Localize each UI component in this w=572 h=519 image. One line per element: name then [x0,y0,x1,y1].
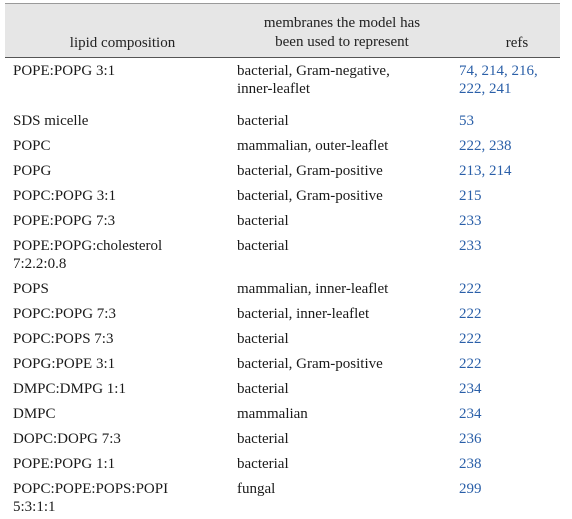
refs-link[interactable]: 233 [459,213,482,229]
membranes-cell: bacterial [237,431,289,447]
table-body: POPE:POPG 3:1 bacterial, Gram-negative, i… [0,60,572,518]
lipid-composition-cell: POPE:POPG 3:1 [13,63,116,79]
lipid-composition-cell: POPE:POPG:cholesterol 7:2.2:0.8 [13,238,163,272]
membranes-cell: bacterial [237,331,289,347]
membranes-cell: bacterial [237,213,289,229]
table-row: DMPC mammalian 234 [0,403,572,428]
refs-link[interactable]: 222 [459,331,482,347]
membranes-cell: fungal [237,481,276,497]
lipid-composition-cell: POPC:POPG 3:1 [13,188,116,204]
refs-link[interactable]: 233 [459,238,482,254]
table-row: POPC:POPE:POPS:POPI 5:3:1:1 fungal 299 [0,478,572,518]
refs-link[interactable]: 222 [459,356,482,372]
refs-link[interactable]: 238 [459,456,482,472]
lipid-composition-cell: POPG [13,163,52,179]
refs-link[interactable]: 222 [459,281,482,297]
table-row: DMPC:DMPG 1:1 bacterial 234 [0,378,572,403]
header-membranes: membranes the model has been used to rep… [263,15,421,50]
table-row: POPE:POPG:cholesterol 7:2.2:0.8 bacterial… [0,235,572,278]
refs-link[interactable]: 222, 238 [459,138,512,154]
refs-link[interactable]: 234 [459,406,482,422]
header-refs: refs [505,35,529,51]
header-divider [5,57,560,58]
table-row: POPE:POPG 7:3 bacterial 233 [0,210,572,235]
membranes-cell: bacterial [237,113,289,129]
table-row: POPE:POPG 3:1 bacterial, Gram-negative, i… [0,60,572,110]
lipid-composition-cell: POPE:POPG 7:3 [13,213,116,229]
membranes-cell: bacterial [237,456,289,472]
refs-link[interactable]: 299 [459,481,482,497]
table-row: POPC:POPG 7:3 bacterial, inner-leaflet 222 [0,303,572,328]
table-row: SDS micelle bacterial 53 [0,110,572,135]
lipid-composition-cell: POPS [13,281,49,297]
refs-link[interactable]: 74, 214, 216, 222, 241 [459,63,538,97]
refs-link[interactable]: 222 [459,306,482,322]
refs-link[interactable]: 215 [459,188,482,204]
membranes-cell: bacterial [237,238,289,254]
refs-link[interactable]: 234 [459,381,482,397]
membranes-cell: mammalian, inner-leaflet [237,281,389,297]
membranes-cell: bacterial, Gram-positive [237,356,383,372]
lipid-composition-cell: POPE:POPG 1:1 [13,456,116,472]
table-row: DOPC:DOPG 7:3 bacterial 236 [0,428,572,453]
lipid-composition-cell: SDS micelle [13,113,89,129]
membranes-cell: mammalian [237,406,308,422]
lipid-composition-cell: DMPC:DMPG 1:1 [13,381,126,397]
lipid-composition-cell: DOPC:DOPG 7:3 [13,431,121,447]
table-row: POPC:POPG 3:1 bacterial, Gram-positive 215 [0,185,572,210]
table-row: POPG:POPE 3:1 bacterial, Gram-positive 222 [0,353,572,378]
table-row: POPS mammalian, inner-leaflet 222 [0,278,572,303]
table-header: lipid composition membranes the model ha… [5,3,560,58]
header-lipid-composition: lipid composition [69,35,176,51]
lipid-composition-cell: POPC:POPG 7:3 [13,306,116,322]
lipid-composition-cell: DMPC [13,406,56,422]
table-row: POPG bacterial, Gram-positive 213, 214 [0,160,572,185]
membranes-cell: bacterial [237,381,289,397]
table-row: POPC:POPS 7:3 bacterial 222 [0,328,572,353]
refs-link[interactable]: 236 [459,431,482,447]
refs-link[interactable]: 53 [459,113,474,129]
membranes-cell: bacterial, Gram-positive [237,188,383,204]
lipid-composition-cell: POPG:POPE 3:1 [13,356,116,372]
lipid-composition-cell: POPC [13,138,51,154]
table-row: POPE:POPG 1:1 bacterial 238 [0,453,572,478]
lipid-composition-cell: POPC:POPS 7:3 [13,331,114,347]
membranes-cell: bacterial, Gram-positive [237,163,383,179]
table-row: POPC mammalian, outer-leaflet 222, 238 [0,135,572,160]
membranes-cell: bacterial, inner-leaflet [237,306,370,322]
refs-link[interactable]: 213, 214 [459,163,512,179]
lipid-composition-cell: POPC:POPE:POPS:POPI 5:3:1:1 [13,481,169,515]
membranes-cell: mammalian, outer-leaflet [237,138,389,154]
membranes-cell: bacterial, Gram-negative, inner-leaflet [237,63,390,97]
